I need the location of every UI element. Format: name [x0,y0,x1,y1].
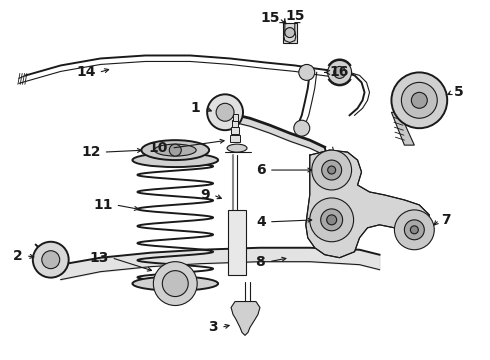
Circle shape [169,144,181,156]
Text: 14: 14 [76,66,96,80]
FancyBboxPatch shape [228,210,246,275]
Ellipse shape [142,140,209,160]
Circle shape [392,72,447,128]
Circle shape [319,152,340,172]
Circle shape [328,166,336,174]
Circle shape [334,67,345,78]
Circle shape [42,251,60,269]
FancyBboxPatch shape [230,135,240,142]
Circle shape [310,198,354,242]
Text: 12: 12 [81,145,100,159]
Circle shape [327,215,337,225]
Circle shape [162,271,188,297]
Circle shape [394,210,434,250]
Text: 5: 5 [454,85,464,99]
Circle shape [299,64,315,80]
Circle shape [412,92,427,108]
Polygon shape [283,23,297,42]
Polygon shape [392,112,415,145]
Circle shape [401,82,437,118]
Text: 10: 10 [149,141,168,155]
Polygon shape [231,302,260,336]
Ellipse shape [154,144,196,156]
Circle shape [207,94,243,130]
Circle shape [410,226,418,234]
Circle shape [294,120,310,136]
Text: 2: 2 [13,249,23,263]
FancyBboxPatch shape [232,120,238,127]
Text: 7: 7 [441,213,451,227]
Text: 15: 15 [286,9,305,23]
Text: 8: 8 [255,255,265,269]
Circle shape [312,150,352,190]
Text: 6: 6 [256,163,266,177]
Circle shape [216,103,234,121]
Circle shape [285,28,295,37]
Text: 1: 1 [191,101,200,115]
Text: 16: 16 [330,66,349,80]
Ellipse shape [132,153,218,167]
Circle shape [404,220,424,240]
FancyBboxPatch shape [231,127,239,134]
Text: 11: 11 [93,198,113,212]
Circle shape [328,60,352,84]
Circle shape [322,160,342,180]
Circle shape [33,242,69,278]
Text: 13: 13 [89,251,108,265]
Circle shape [321,209,343,231]
Text: 15: 15 [260,11,280,24]
FancyBboxPatch shape [233,114,238,121]
Ellipse shape [132,276,218,291]
Text: 4: 4 [256,215,266,229]
Ellipse shape [227,144,247,152]
Polygon shape [306,150,429,258]
Circle shape [153,262,197,306]
Text: 9: 9 [200,188,210,202]
Text: 3: 3 [208,320,218,334]
